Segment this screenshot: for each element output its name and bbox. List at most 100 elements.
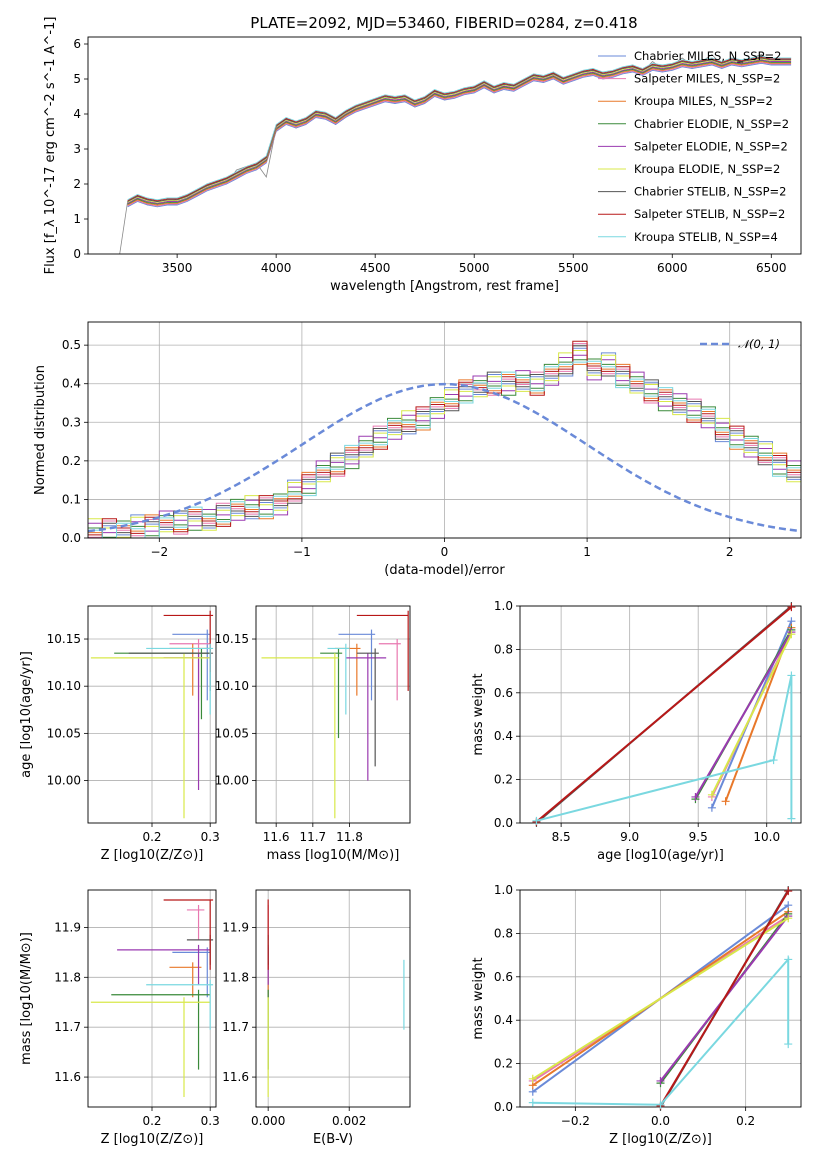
x-tick-label: 0.2 [736,1114,755,1128]
x-tick-label: 11.8 [336,830,363,844]
plot-area-age_vs_mass [261,610,409,819]
weight-line [535,606,793,823]
y-tick-label: 4 [73,107,81,121]
weight-marker [656,1076,665,1085]
y-tick-label: 0 [73,247,81,261]
y-tick-label: 0.0 [494,1100,513,1114]
histogram-step [88,354,801,538]
x-tick-label: 1 [583,545,591,559]
legend-label: Kroupa ELODIE, N_SSP=2 [634,162,780,176]
weight-line [532,956,790,1106]
axes-frame [519,605,802,824]
y-tick-label: 10.00 [215,774,249,788]
axes-weight_vs_age: 8.5 9.0 9.5 10.0 0.0 0.2 0.4 0.6 0.8 1.0 age [log1… [471,599,802,863]
x-tick-label: 0.000 [251,1114,285,1128]
x-tick-label: 11.6 [263,830,290,844]
y-tick-label: 11.8 [222,970,249,984]
axes-frame [255,605,411,824]
plot-area-mass_vs_Z [90,899,214,1098]
y-tick-label: 2 [73,177,81,191]
legend-label: Chabrier ELODIE, N_SSP=2 [634,117,789,131]
plot-area-residuals [88,340,801,538]
y-tick-label: 11.6 [54,1070,81,1084]
x-axis-label: E(B-V) [313,1132,353,1147]
y-axis-label: Normed distribution [33,365,48,495]
weight-line [694,631,793,798]
x-axis-label: (data-model)/error [384,563,505,578]
y-tick-label: 11.9 [222,920,249,934]
weight-marker [787,671,796,680]
histogram-step [88,350,801,538]
x-tick-label: 4000 [261,261,292,275]
y-axis-label: mass [log10(M/M⊙)] [19,932,34,1065]
x-tick-label: 0 [441,545,449,559]
legend-label: Chabrier STELIB, N_SSP=2 [634,185,786,199]
plot-area-mass_vs_ebv [267,899,405,1098]
axes-mass_vs_ebv: 0.000 0.002 11.6 11.7 11.8 11.9 E(B-V) [222,889,411,1147]
weight-marker [787,630,796,639]
legend-label: Salpeter MILES, N_SSP=2 [634,72,780,86]
histogram-step [88,345,801,538]
model-spectrum-line [127,56,792,202]
axes-frame [87,889,217,1108]
x-tick-label: 0.2 [142,1114,161,1128]
x-tick-label: 0.3 [201,1114,220,1128]
plot-area-spectrum [119,53,792,254]
x-tick-label: 0.002 [332,1114,366,1128]
y-axis-label: mass weight [471,673,486,755]
histogram-step [88,343,801,538]
weight-marker [784,1040,793,1049]
y-axis-label: age [log10(age/yr)] [19,651,34,778]
legend-label: Salpeter ELODIE, N_SSP=2 [634,139,788,153]
weight-line [659,890,790,1107]
x-tick-label: 0.2 [142,830,161,844]
y-tick-label: 0.1 [62,492,81,506]
histogram-step [88,358,801,538]
y-tick-label: 10.05 [215,726,249,740]
y-tick-label: 3 [73,142,81,156]
weight-line [536,675,793,822]
axes-residuals: −2 −1 0 1 2 0.0 0.1 0.2 0.3 0.4 0.5 (data-model)/er… [33,321,802,578]
x-axis-label: age [log10(age/yr)] [597,848,724,863]
weight-marker [787,603,796,612]
legend-label: 𝒩(0, 1) [738,337,780,351]
weight-marker [656,1100,665,1109]
y-tick-label: 0.4 [62,377,81,391]
histogram-step [88,347,801,538]
y-tick-label: 10.10 [215,679,249,693]
y-tick-label: 10.15 [47,632,81,646]
plot-area-age_vs_Z [90,610,214,819]
y-tick-label: 0.8 [494,642,513,656]
x-axis-label: mass [log10(M/M⊙)] [267,848,400,863]
x-tick-label: −0.2 [561,1114,590,1128]
weight-marker [528,1098,537,1107]
histogram-step [88,340,801,536]
model-spectrum-line [127,58,792,203]
axes-age_vs_Z: 0.2 0.3 10.00 10.05 10.10 10.15 Z [log10(Z/Z⊙)… [19,605,220,863]
y-tick-label: 11.7 [54,1020,81,1034]
y-tick-label: 1.0 [494,883,513,897]
histogram-step [88,363,801,538]
y-tick-label: 0.5 [62,338,81,352]
x-tick-label: 5500 [558,261,589,275]
y-axis-label: Flux [f_λ 10^-17 erg cm^-2 s^-1 A^-1] [43,17,58,275]
x-tick-label: 4500 [360,261,391,275]
weight-marker [721,797,730,806]
y-tick-label: 6 [73,37,81,51]
x-tick-label: −1 [293,545,311,559]
x-tick-label: 0.3 [201,830,220,844]
normal-reference-curve [88,382,801,533]
weight-line [711,633,793,796]
model-spectrum-line [127,57,792,202]
weight-marker [769,756,778,765]
y-tick-label: 11.8 [54,970,81,984]
axes-weight_vs_Z: −0.2 0.0 0.2 0.0 0.2 0.4 0.6 0.8 1.0 Z [log10(Z/Z… [471,883,802,1147]
figure-title: PLATE=2092, MJD=53460, FIBERID=0284, z=0… [250,14,637,32]
x-tick-label: 10.0 [753,830,780,844]
x-axis-label: wavelength [Angstrom, rest frame] [330,279,559,294]
y-tick-label: 0.3 [62,415,81,429]
model-spectrum-line [127,55,792,201]
weight-marker [691,792,700,801]
